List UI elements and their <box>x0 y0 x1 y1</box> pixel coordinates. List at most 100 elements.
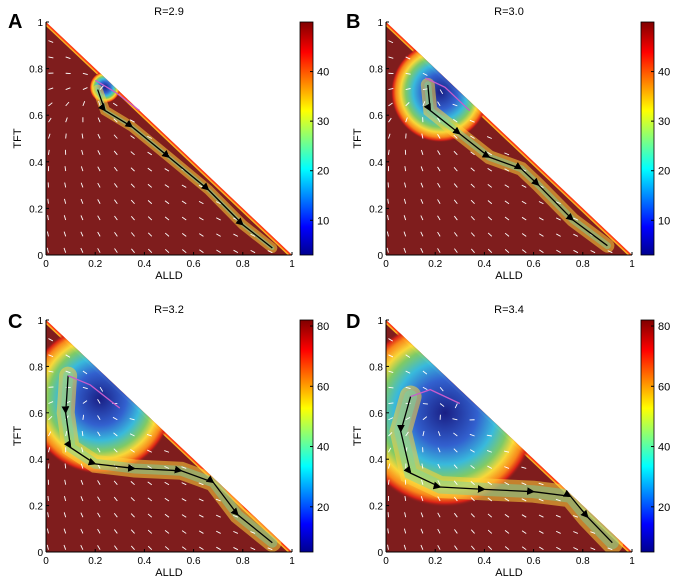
field-arrow <box>199 233 204 237</box>
field-arrow <box>47 495 49 502</box>
colorbar-tick-label: 60 <box>658 381 670 393</box>
y-tick-label: 0.8 <box>369 362 383 373</box>
field-arrow <box>63 247 67 253</box>
field-arrow <box>405 117 408 123</box>
field-arrow <box>388 40 394 44</box>
field-arrow <box>48 415 53 421</box>
chart-title: R=2.9 <box>154 6 184 18</box>
field-arrow <box>267 547 273 551</box>
field-arrow <box>182 249 187 254</box>
field-arrow <box>437 545 441 550</box>
field-arrow <box>64 198 67 204</box>
field-arrow <box>82 386 88 390</box>
field-arrow <box>388 386 394 389</box>
x-tick-label: 0.8 <box>236 556 250 567</box>
field-arrow <box>422 88 428 91</box>
field-arrow <box>590 547 596 551</box>
field-arrow <box>46 247 49 253</box>
field-arrow <box>404 166 407 172</box>
field-arrow <box>538 530 544 534</box>
field-arrow <box>556 249 561 254</box>
y-tick-label: 1 <box>377 18 383 29</box>
field-arrow <box>504 546 510 551</box>
x-tick-label: 1 <box>289 556 295 567</box>
field-arrow <box>555 530 561 534</box>
field-arrow <box>80 198 84 204</box>
field-arrow <box>267 250 273 254</box>
field-arrow <box>82 370 88 375</box>
x-axis-label: ALLD <box>155 270 183 282</box>
field-arrow <box>573 547 579 551</box>
field-arrow <box>421 133 424 139</box>
x-tick-label: 0.6 <box>527 556 541 567</box>
field-arrow <box>439 386 444 392</box>
field-arrow <box>403 544 407 550</box>
chart-title: R=3.2 <box>154 304 184 316</box>
field-arrow <box>573 233 579 237</box>
x-tick-label: 0.2 <box>88 259 102 270</box>
y-tick-label: 0.6 <box>29 409 43 420</box>
x-tick-label: 0.4 <box>137 259 151 270</box>
field-arrow <box>454 232 458 237</box>
colorbar-tick-label: 40 <box>658 67 670 79</box>
field-arrow <box>65 133 67 139</box>
field-arrow <box>422 386 428 391</box>
field-arrow <box>181 232 187 237</box>
y-axis-label: TFT <box>352 426 364 446</box>
panel-letter: B <box>346 11 360 33</box>
x-tick-label: 0.2 <box>88 556 102 567</box>
field-arrow <box>387 528 389 534</box>
field-arrow <box>405 370 411 374</box>
field-arrow <box>538 233 544 237</box>
field-arrow <box>388 370 394 374</box>
field-arrow <box>65 354 71 358</box>
colorbar <box>640 21 655 256</box>
field-arrow <box>454 403 458 409</box>
field-arrow <box>388 117 392 123</box>
field-arrow <box>65 117 68 123</box>
x-tick-label: 1 <box>629 259 635 270</box>
field-arrow <box>47 512 49 518</box>
field-arrow <box>48 338 54 342</box>
field-arrow <box>470 529 475 534</box>
x-tick-label: 0.2 <box>428 556 442 567</box>
field-arrow <box>48 401 54 404</box>
trajectory-magenta <box>67 375 121 409</box>
field-arrow <box>164 232 170 237</box>
panel-letter: A <box>8 11 22 33</box>
field-arrow <box>47 215 49 221</box>
x-tick-label: 0 <box>43 259 49 270</box>
field-arrow <box>405 72 411 75</box>
y-tick-label: 1 <box>37 18 43 29</box>
colorbar-tick-label: 30 <box>658 116 670 128</box>
field-arrow <box>422 370 428 375</box>
y-tick-label: 0.4 <box>29 455 43 466</box>
x-tick-label: 0.2 <box>428 259 442 270</box>
chart-title: R=3.4 <box>494 304 524 316</box>
trajectory-black <box>397 396 613 544</box>
y-tick-label: 0.2 <box>369 204 383 215</box>
field-arrow <box>81 149 84 155</box>
y-tick-label: 0.6 <box>369 409 383 420</box>
field-arrow <box>80 247 84 253</box>
field-arrow <box>556 546 561 551</box>
field-arrow <box>233 547 239 551</box>
field-arrow <box>403 528 407 534</box>
x-axis-label: ALLD <box>495 270 523 282</box>
field-arrow <box>405 354 411 358</box>
field-arrow <box>405 386 411 390</box>
field-arrow <box>48 117 52 123</box>
field-arrow <box>487 529 493 534</box>
field-arrow <box>388 447 392 453</box>
field-arrow <box>573 217 579 221</box>
field-arrow <box>388 56 394 59</box>
y-tick-label: 0.8 <box>29 362 43 373</box>
x-tick-label: 0.8 <box>236 259 250 270</box>
field-arrow <box>439 403 445 407</box>
colorbar-tick-label: 10 <box>658 215 670 227</box>
field-arrow <box>403 247 407 253</box>
field-arrow <box>47 198 49 204</box>
trajectory-magenta <box>425 77 471 112</box>
y-tick-label: 0.4 <box>369 455 383 466</box>
field-arrow <box>504 249 510 254</box>
